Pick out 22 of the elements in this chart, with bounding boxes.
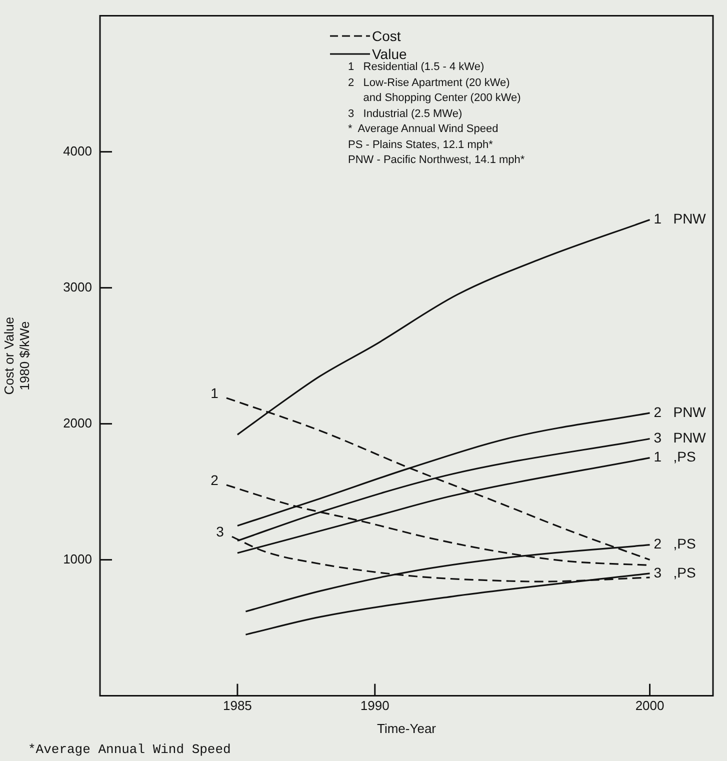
series-label: 1 bbox=[210, 384, 219, 401]
series-label: 3 bbox=[216, 524, 224, 540]
annotation: Value bbox=[372, 46, 407, 62]
y-tick-label: 2000 bbox=[63, 415, 92, 430]
x-tick-label: 1990 bbox=[360, 698, 390, 714]
series-label: 2 PNW bbox=[654, 404, 707, 420]
y-tick-label: 3000 bbox=[63, 279, 92, 294]
x-tick-label: 1985 bbox=[222, 698, 252, 714]
series-label: 3 PNW bbox=[654, 430, 707, 446]
series-label: 1 ,PS bbox=[654, 448, 696, 465]
x-tick-label: 2000 bbox=[635, 698, 664, 714]
annotation: Cost bbox=[372, 28, 401, 44]
text: *Average Annual Wind Speed bbox=[28, 742, 231, 757]
series-label: 1 PNW bbox=[654, 210, 707, 227]
series-label: 2 ,PS bbox=[654, 536, 696, 552]
y-tick-label: 1000 bbox=[63, 551, 92, 566]
y-tick-label: 4000 bbox=[63, 143, 92, 158]
series-label: 3 ,PS bbox=[654, 564, 696, 580]
x-axis-title: Time-Year bbox=[376, 720, 437, 736]
series-label: 2 bbox=[210, 472, 219, 488]
y-axis-title: Cost or Value 1980 $/kWe bbox=[1, 316, 32, 395]
annotation: 1 Residential (1.5 - 4 kWe) 2 Low-Rise Apartment (20 kWe) and Shopping Center (200 kWe) 3 Industrial (2.5 MWe) * Average Annual Wind Speed PS - Plains States, 12.1 mph* PNW - Pacific Northwest, 14.1 mph* bbox=[348, 60, 525, 168]
